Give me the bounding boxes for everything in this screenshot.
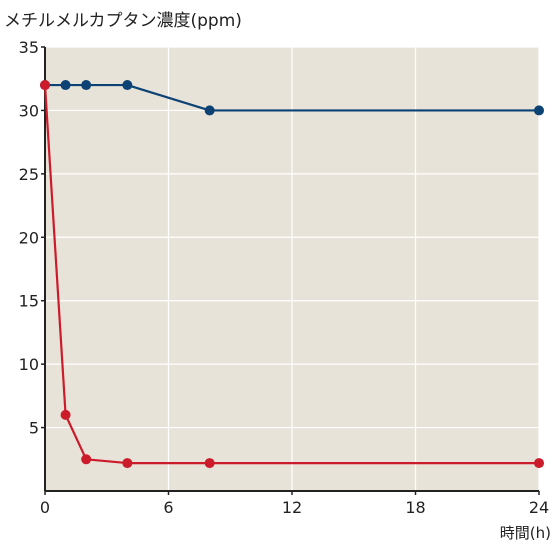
x-tick-label: 12 — [282, 498, 302, 517]
data-point — [81, 454, 92, 465]
series-line — [43, 84, 539, 465]
x-tick-label: 24 — [529, 498, 549, 517]
grid-lines — [45, 46, 540, 491]
y-tick-label: 20 — [19, 228, 39, 247]
data-point — [204, 105, 215, 116]
y-tick-label: 25 — [19, 165, 39, 184]
data-point — [534, 458, 544, 469]
y-tick-label: 35 — [19, 38, 39, 57]
y-tick-label: 15 — [19, 292, 39, 311]
data-point — [81, 80, 92, 91]
data-point — [60, 80, 71, 91]
series-group — [40, 80, 544, 469]
data-point — [122, 458, 133, 469]
x-axis-title: 時間(h) — [499, 524, 551, 542]
x-tick-label: 18 — [405, 498, 425, 517]
data-point — [40, 80, 50, 91]
series-2 — [40, 80, 544, 469]
y-tick-label: 30 — [19, 101, 39, 120]
tick-labels: 5 10 15 20 25 30 35 0 6 12 18 24 — [19, 38, 550, 517]
data-point — [60, 409, 71, 420]
data-point — [204, 458, 215, 469]
data-point — [534, 105, 544, 116]
data-point — [122, 80, 133, 91]
x-tick-label: 0 — [40, 498, 50, 517]
y-tick-label: 5 — [29, 419, 39, 438]
y-tick-label: 10 — [19, 355, 39, 374]
y-axis-title: メチルメルカプタン濃度(ppm) — [4, 11, 242, 31]
x-tick-label: 6 — [163, 498, 173, 517]
